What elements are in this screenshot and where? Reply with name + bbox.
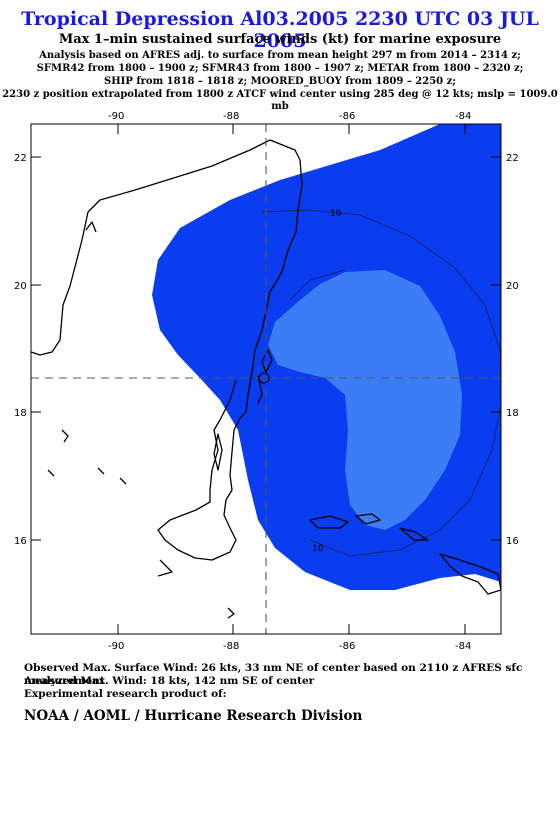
lon-label-bottom-3: -86 — [339, 641, 355, 650]
organization-name: NOAA / AOML / Hurricane Research Divisio… — [24, 708, 363, 724]
analysis-line-4: 2230 z position extrapolated from 1800 z… — [2, 89, 558, 112]
lon-label-top-2: -88 — [223, 111, 239, 122]
map-subtitle: Max 1–min sustained surface winds (kt) f… — [58, 32, 502, 47]
lon-label-top-4: -84 — [455, 111, 471, 122]
center-marker — [258, 372, 270, 384]
axis-ticks — [31, 124, 501, 634]
lat-label-left-1: 22 — [14, 153, 27, 164]
map-title: Tropical Depression Al03.2005 2230 UTC 0… — [21, 8, 539, 52]
analysis-line-3: SHIP from 1818 – 1818 z; MOORED_BUOY fro… — [104, 76, 456, 87]
analysis-line-1: Analysis based on AFRES adj. to surface … — [39, 50, 521, 61]
map-frame — [30, 123, 502, 635]
lon-label-top-3: -86 — [339, 111, 355, 122]
contour-10kt-inner — [289, 269, 346, 301]
contour-10kt — [261, 209, 501, 557]
lat-label-right-3: 18 — [506, 408, 519, 419]
analyzed-max-wind: Analyzed Max. Wind: 18 kts, 142 nm SE of… — [24, 675, 315, 687]
experimental-note: Experimental research product of: — [24, 688, 227, 700]
lon-label-bottom-1: -90 — [108, 641, 124, 650]
contour-label-2: 10 — [312, 544, 324, 554]
wind-map: 10 10 — [14, 111, 519, 650]
observed-max-wind: Observed Max. Surface Wind: 26 kts, 33 n… — [24, 662, 523, 687]
contour-label-1: 10 — [330, 209, 342, 219]
lat-label-left-2: 20 — [14, 281, 27, 292]
lat-label-left-4: 16 — [14, 536, 27, 547]
analysis-line-2: SFMR42 from 1800 – 1900 z; SFMR43 from 1… — [36, 63, 524, 74]
lon-label-bottom-4: -84 — [455, 641, 471, 650]
lat-label-right-1: 22 — [506, 153, 519, 164]
wind-region-inner — [268, 270, 462, 530]
lat-label-right-4: 16 — [506, 536, 519, 547]
lat-label-right-2: 20 — [506, 281, 519, 292]
center-crosshair — [31, 124, 501, 634]
lon-label-bottom-2: -88 — [223, 641, 239, 650]
lon-label-top-1: -90 — [108, 111, 124, 122]
coastline — [31, 139, 501, 619]
lat-label-left-3: 18 — [14, 408, 27, 419]
